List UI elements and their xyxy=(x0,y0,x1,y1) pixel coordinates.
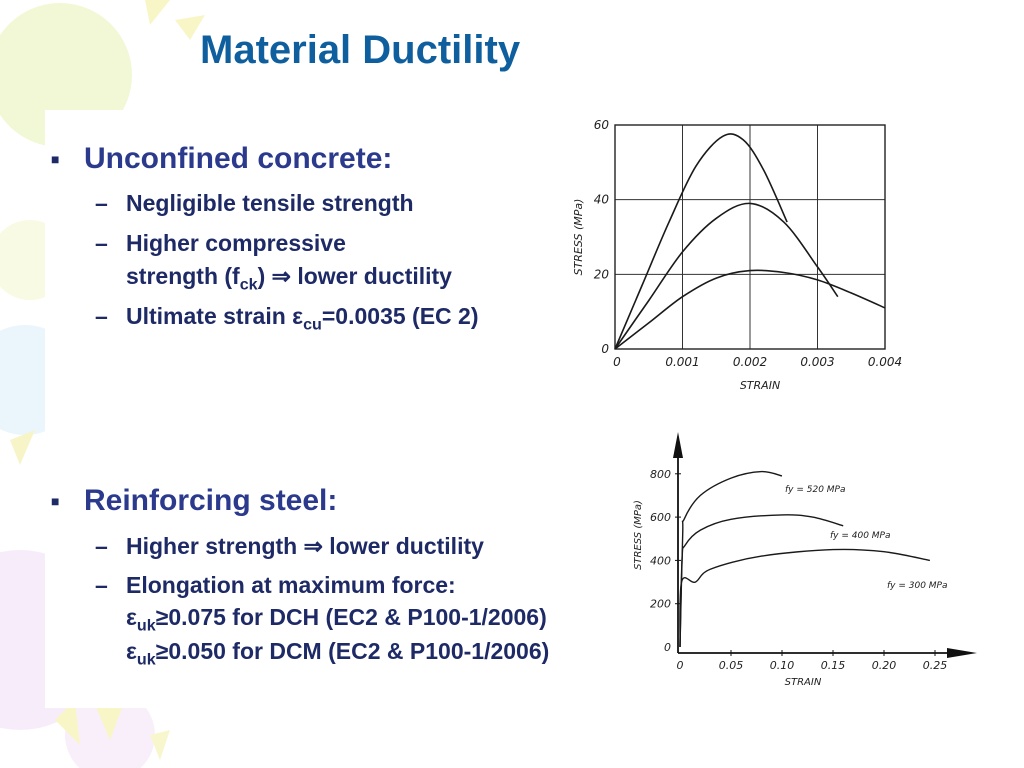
bullet-marker: ■ xyxy=(51,493,60,509)
x-tick-label: 0 xyxy=(677,659,684,672)
steel-heading: Reinforcing steel: xyxy=(84,484,338,517)
y-tick-label: 0 xyxy=(664,641,671,654)
stress-strain-curve-2 xyxy=(614,202,839,350)
y-tick-label: 60 xyxy=(594,118,610,132)
x-tick-label: 0.25 xyxy=(923,659,948,672)
y-tick-label: 200 xyxy=(650,598,671,611)
x-axis-label: STRAIN xyxy=(785,677,822,688)
content-panel xyxy=(45,110,635,708)
y-axis-label: STRESS (MPa) xyxy=(633,500,644,570)
steel-stress-strain-chart: 0 200 400 600 800 0 0.05 0.10 0.15 0.20 0.25 STRAIN… xyxy=(633,432,977,688)
x-tick-label: 0.05 xyxy=(719,659,744,672)
x-tick-label: 0.002 xyxy=(733,355,767,369)
stress-strain-curve-1 xyxy=(614,133,788,350)
plot-frame xyxy=(614,124,886,350)
slide-title: Material Ductility xyxy=(200,28,521,72)
concrete-stress-strain-chart: 0 0.001 0.002 0.003 0.004 0 20 40 60 STRAIN STRESS… xyxy=(572,118,902,392)
concrete-heading: Unconfined concrete: xyxy=(84,142,393,175)
y-tick-label: 400 xyxy=(650,554,671,567)
steel-curve-3 xyxy=(679,548,931,648)
stress-strain-curve-3 xyxy=(614,269,886,350)
concrete-item-strength-line: strength (fck) ⇒ lower ductility xyxy=(126,263,452,294)
steel-item-dch: εuk≥0.075 for DCH (EC2 & P100-1/2006) xyxy=(126,604,547,635)
steel-item-dcm: εuk≥0.050 for DCM (EC2 & P100-1/2006) xyxy=(126,638,550,669)
concrete-item-compressive: Higher compressive xyxy=(126,230,346,256)
bullet-marker: ■ xyxy=(51,151,60,167)
x-tick-label: 0.20 xyxy=(872,659,897,672)
steel-curve-1 xyxy=(679,470,783,648)
y-tick-label: 600 xyxy=(650,511,671,524)
x-tick-label: 0.15 xyxy=(821,659,846,672)
y-tick-label: 20 xyxy=(594,267,610,281)
x-tick-label: 0.001 xyxy=(665,355,699,369)
y-axis-label: STRESS (MPa) xyxy=(572,199,585,276)
y-tick-label: 40 xyxy=(594,193,610,207)
x-tick-label: 0.10 xyxy=(770,659,795,672)
curve-label: fy = 520 MPa xyxy=(785,485,846,495)
x-axis-arrow xyxy=(947,648,977,658)
steel-item-elongation: Elongation at maximum force: xyxy=(126,572,456,598)
y-tick-label: 0 xyxy=(601,342,609,356)
x-tick-label: 0.004 xyxy=(868,355,902,369)
steel-curve-2 xyxy=(679,514,844,648)
x-tick-label: 0.003 xyxy=(800,355,834,369)
dash-marker: – xyxy=(95,230,108,256)
dash-marker: – xyxy=(95,533,108,559)
concrete-item-ultimate-strain: Ultimate strain εcu=0.0035 (EC 2) xyxy=(126,303,479,334)
steel-item-strength: Higher strength ⇒ lower ductility xyxy=(126,533,484,559)
curve-label: fy = 300 MPa xyxy=(887,581,948,591)
x-tick-label: 0 xyxy=(613,355,621,369)
dash-marker: – xyxy=(95,572,108,598)
dash-marker: – xyxy=(95,190,108,216)
x-axis-label: STRAIN xyxy=(740,379,780,392)
concrete-item-tensile: Negligible tensile strength xyxy=(126,190,414,216)
dash-marker: – xyxy=(95,303,108,329)
curve-label: fy = 400 MPa xyxy=(830,531,891,541)
y-axis-arrow xyxy=(673,432,683,458)
y-tick-label: 800 xyxy=(650,468,671,481)
